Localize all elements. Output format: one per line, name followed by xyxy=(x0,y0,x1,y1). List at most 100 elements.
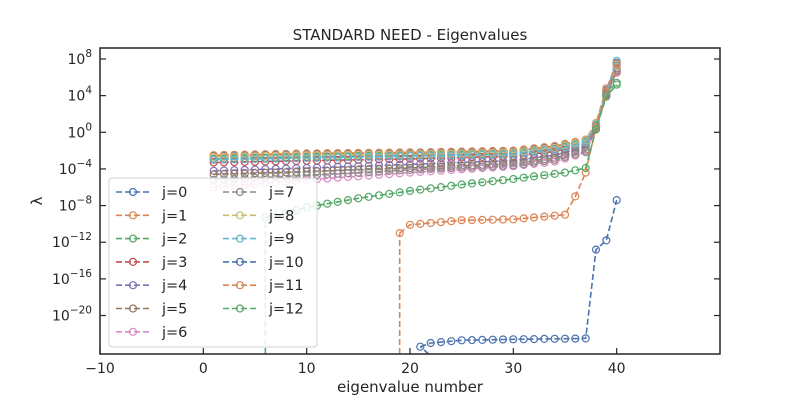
data-point xyxy=(416,165,425,174)
data-point xyxy=(333,197,342,206)
series-line xyxy=(213,67,618,172)
data-point xyxy=(467,150,477,160)
data-point xyxy=(581,168,590,177)
series-line xyxy=(213,65,618,164)
data-point xyxy=(447,163,456,173)
legend-entry: j=7 xyxy=(223,185,294,201)
data-point xyxy=(540,212,549,221)
legend-entry: j=8 xyxy=(223,208,294,224)
x-tick-label: 10 xyxy=(298,361,316,377)
data-point xyxy=(519,173,528,182)
data-point xyxy=(426,154,435,163)
data-point xyxy=(529,213,539,222)
data-point xyxy=(333,153,342,162)
data-point xyxy=(405,154,415,163)
data-point xyxy=(261,154,270,163)
data-point xyxy=(323,150,332,160)
data-point xyxy=(374,167,384,176)
data-point xyxy=(612,62,621,71)
data-point xyxy=(602,236,611,245)
data-point xyxy=(447,337,456,346)
plot-area xyxy=(209,56,621,355)
data-point xyxy=(571,334,580,343)
data-point xyxy=(281,154,291,163)
data-point xyxy=(416,167,425,177)
x-tick-label: 30 xyxy=(504,361,522,377)
data-point xyxy=(333,173,342,182)
data-point xyxy=(323,199,332,208)
data-point xyxy=(560,143,570,152)
data-point xyxy=(529,335,539,344)
legend-entry: j=11 xyxy=(223,278,304,294)
series-line xyxy=(399,63,618,234)
data-point xyxy=(436,166,446,175)
data-point xyxy=(426,218,435,228)
data-point xyxy=(519,335,528,344)
data-point xyxy=(395,152,404,161)
data-point xyxy=(323,153,332,162)
data-point xyxy=(571,192,580,201)
data-point xyxy=(509,150,518,159)
data-point xyxy=(478,178,487,187)
data-point xyxy=(560,334,570,343)
data-point xyxy=(560,152,570,162)
data-point xyxy=(271,154,280,163)
data-point xyxy=(395,169,404,178)
data-point xyxy=(498,161,508,170)
data-point xyxy=(540,171,549,180)
data-point xyxy=(478,162,487,171)
legend: j=0 j=1 j=2 j=3 j=4 j=5 j=6 j=7 j=8 j=9 j=10 j=11 j=… xyxy=(108,177,318,348)
data-point xyxy=(519,214,528,223)
legend-entry: j=12 xyxy=(223,302,304,318)
legend-entry: j=4 xyxy=(116,278,187,294)
data-point xyxy=(581,163,590,173)
legend-label: j=7 xyxy=(268,185,294,201)
data-point xyxy=(457,216,466,225)
data-point xyxy=(457,151,466,160)
data-point xyxy=(550,169,559,178)
data-point xyxy=(436,164,446,173)
data-point xyxy=(602,92,611,101)
data-point xyxy=(602,86,611,96)
data-point xyxy=(467,179,477,188)
legend-label: j=2 xyxy=(161,232,187,248)
legend-entry: j=9 xyxy=(223,232,294,248)
data-point xyxy=(395,160,404,169)
data-point xyxy=(571,166,580,175)
data-point xyxy=(540,334,549,343)
data-point xyxy=(271,151,280,160)
data-point xyxy=(405,186,415,195)
data-point xyxy=(529,172,539,181)
data-point xyxy=(457,180,466,189)
series-line xyxy=(213,69,618,176)
data-point xyxy=(571,150,580,159)
data-point xyxy=(550,334,559,343)
series-line xyxy=(213,65,618,158)
x-tick-label: −10 xyxy=(85,361,115,377)
data-point xyxy=(385,166,394,175)
data-point xyxy=(509,215,518,224)
data-point xyxy=(488,215,497,224)
data-point xyxy=(405,168,415,177)
data-point xyxy=(240,169,249,178)
data-point xyxy=(395,166,404,175)
data-point xyxy=(478,215,487,224)
series-line-tail xyxy=(419,346,430,355)
data-point xyxy=(426,167,435,176)
data-point xyxy=(488,162,497,171)
data-point xyxy=(550,155,559,164)
y-axis-label: λ xyxy=(28,196,46,205)
data-point xyxy=(343,153,353,162)
legend-label: j=11 xyxy=(268,278,304,294)
data-point xyxy=(447,151,456,160)
y-tick-label: 10−12 xyxy=(52,231,92,251)
data-point xyxy=(364,167,373,177)
data-point xyxy=(498,335,508,344)
data-point xyxy=(250,154,260,164)
data-point xyxy=(416,154,425,163)
legend-entry: j=6 xyxy=(116,325,187,341)
data-point xyxy=(302,153,311,162)
data-point xyxy=(271,168,280,177)
legend-entry: j=1 xyxy=(116,208,187,224)
data-point xyxy=(405,220,415,229)
